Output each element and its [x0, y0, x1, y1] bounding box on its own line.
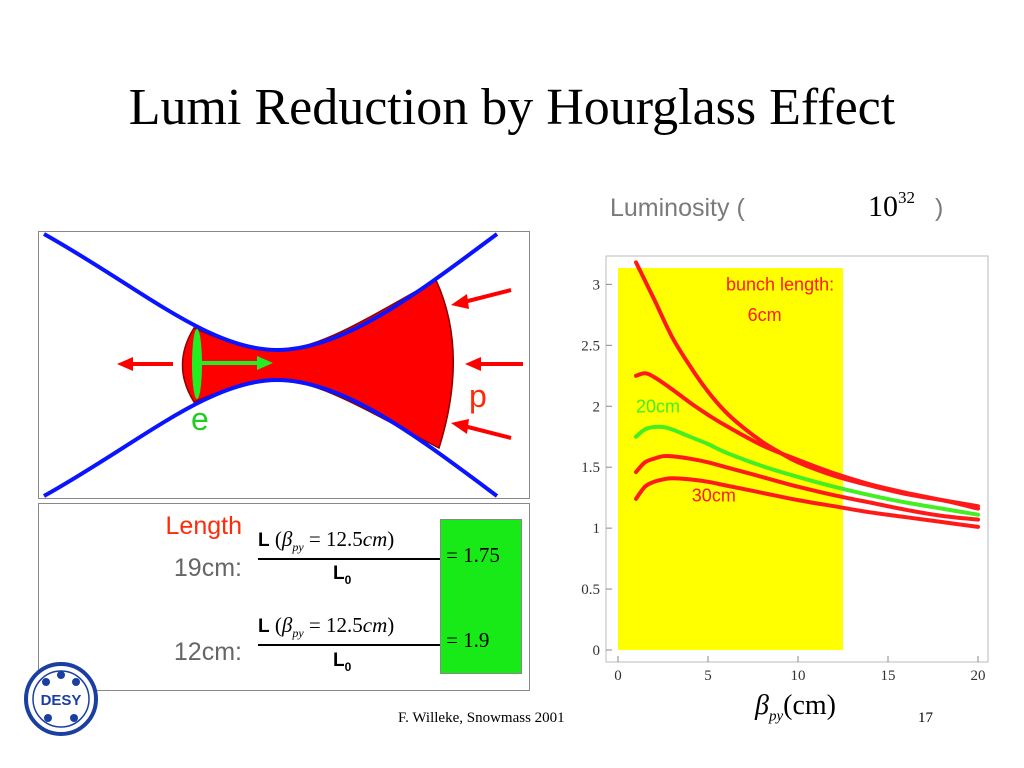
series-line-4 [634, 453, 980, 522]
y-tick-label: 2 [593, 399, 601, 415]
y-tick-label: 0 [593, 643, 601, 659]
x-tick-label: 20 [971, 668, 986, 684]
row1-result: = 1.75 [446, 543, 500, 567]
y-tick-label: 0.5 [581, 582, 600, 598]
annotation-1: bunch length: [726, 274, 834, 294]
annotation-2: 6cm [748, 305, 782, 325]
luminosity-chart: 0 5 10 15 20 0 0.5 1 1.5 2 2.5 3 bunch length: 6cm 20c… [581, 255, 989, 684]
length-label: Length [165, 512, 242, 540]
x-tick-label: 15 [881, 668, 896, 684]
chart-title-close: ) [935, 194, 944, 222]
chart-layer: 0 5 10 15 20 0 0.5 1 1.5 2 2.5 3 bunch length: 6cm 20c… [581, 255, 989, 684]
electron-arrow-head [257, 356, 273, 370]
row1-label: 19cm: [173, 554, 242, 582]
y-tick-label: 1.5 [581, 460, 600, 476]
page-number: 17 [918, 710, 933, 726]
x-tick-label: 10 [791, 668, 806, 684]
x-axis-label: βpy(cm) [755, 690, 836, 726]
footer-author: F. Willeke, Snowmass 2001 [398, 710, 565, 726]
annotation-3: 20cm [636, 396, 680, 416]
electron-label: e [191, 401, 209, 437]
logo-dot-bottom-left [44, 714, 52, 722]
electron-bunch [192, 329, 202, 399]
logo-dot-right [72, 678, 80, 686]
row2-fraction-line [258, 644, 440, 646]
row1-numerator: L (βpy = 12.5cm) [258, 527, 395, 555]
row2-label: 12cm: [173, 638, 242, 666]
row2-numerator: L (βpy = 12.5cm) [258, 613, 395, 641]
beam-envelope-upper [43, 232, 499, 353]
y-tick-label: 1 [593, 521, 601, 537]
proton-arrow-upper [463, 288, 512, 304]
electron-beam-arrow-head [117, 357, 133, 371]
row1-fraction-line [258, 558, 440, 560]
x-axis-subscript: py [768, 708, 784, 725]
series-line-3 [634, 424, 980, 517]
proton-arrow-lower [463, 424, 512, 440]
desy-logo: DESY [24, 662, 98, 736]
plot-frame [605, 255, 989, 663]
slide-title: Lumi Reduction by Hourglass Effect [128, 79, 896, 136]
proton-arrow-middle-head [465, 357, 481, 371]
proton-label: p [469, 378, 487, 414]
annotation-4: 30cm [692, 485, 736, 505]
series-line-5 [634, 476, 980, 529]
row2-denominator: L0 [333, 650, 352, 674]
y-tick-label: 3 [593, 277, 601, 293]
hourglass-diagram: e p [38, 231, 530, 499]
row1-denominator: L0 [333, 563, 352, 587]
x-axis-symbol: β [755, 690, 769, 721]
hourglass-svg: e p [43, 232, 523, 498]
x-axis-unit: (cm) [783, 690, 836, 721]
power-exponent: 32 [898, 188, 915, 207]
chart-title: Luminosity ( [610, 194, 745, 222]
chart-title-power: 1032 [868, 188, 915, 224]
row2-result: = 1.9 [446, 628, 490, 652]
proton-arrow-upper-head [451, 294, 469, 309]
series-line-2 [634, 371, 980, 511]
logo-dot-left [42, 678, 50, 686]
result-box [440, 519, 522, 674]
y-tick-label: 2.5 [581, 338, 600, 354]
logo-text: DESY [41, 692, 82, 709]
logo-dot-bottom-right [70, 714, 78, 722]
beam-envelope-lower [43, 377, 499, 498]
power-base: 10 [868, 190, 898, 223]
x-tick-label: 5 [704, 668, 712, 684]
x-tick-label: 0 [614, 668, 622, 684]
proton-arrow-lower-head [451, 419, 469, 434]
logo-dot-top [57, 671, 65, 679]
